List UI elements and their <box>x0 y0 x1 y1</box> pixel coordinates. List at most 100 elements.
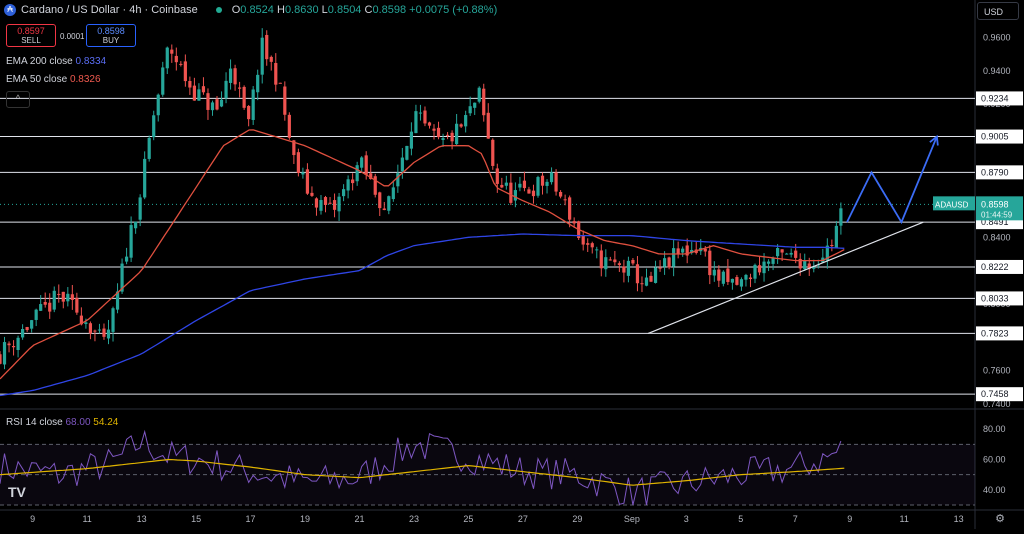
rsi-legend[interactable]: RSI 14 close 68.00 54.24 <box>6 417 119 428</box>
sell-label: SELL <box>21 36 41 45</box>
candle-body <box>323 197 328 205</box>
time-tick-label: 9 <box>30 514 35 524</box>
candle-body <box>391 187 395 200</box>
candle-body <box>21 328 25 338</box>
candle-body <box>305 169 310 194</box>
tradingview-logo-icon[interactable]: TV <box>8 484 26 500</box>
candle-body <box>97 329 102 331</box>
candle-body <box>0 354 2 364</box>
candle-body <box>549 172 554 183</box>
candle-body <box>536 177 540 196</box>
candle-body <box>436 127 441 138</box>
currency-button[interactable]: USD <box>977 2 1019 20</box>
buy-button[interactable]: 0.8598 BUY <box>86 24 136 47</box>
candle-body <box>432 128 436 131</box>
candle-body <box>414 111 418 134</box>
candle-body <box>676 248 680 254</box>
cardano-logo-icon: ₳ <box>4 4 16 16</box>
candle-body <box>134 221 138 229</box>
candle-body <box>455 123 459 145</box>
level-price-badge <box>976 91 1023 106</box>
candle-body <box>441 138 445 140</box>
market-open-status-icon <box>215 7 222 13</box>
projection-path <box>846 136 938 225</box>
candle-body <box>545 181 549 186</box>
candle-body <box>622 266 626 273</box>
candle-body <box>310 192 314 196</box>
candle-body <box>179 63 183 65</box>
candle-body <box>147 137 151 159</box>
collapse-legend-button[interactable]: ^ <box>6 91 30 108</box>
candle-body <box>558 191 563 197</box>
candle-body <box>464 115 468 127</box>
candle-body <box>16 337 20 351</box>
candle-body <box>617 263 621 265</box>
candle-body <box>662 258 667 267</box>
time-tick-label: 11 <box>900 514 909 524</box>
buy-label: BUY <box>102 36 120 45</box>
settings-gear-icon[interactable]: ⚙ <box>995 513 1005 525</box>
candle-body <box>124 256 129 262</box>
candle-body <box>106 329 111 339</box>
candle-body <box>599 250 603 269</box>
price-tick-label: 0.9600 <box>983 32 1011 42</box>
candle-body <box>30 320 34 329</box>
time-tick-label: 25 <box>463 514 473 524</box>
candle-body <box>61 291 65 302</box>
candle-body <box>111 308 115 332</box>
ema200-line <box>0 233 845 397</box>
candle-body <box>690 249 694 253</box>
candles <box>0 28 843 370</box>
candle-body <box>405 145 409 160</box>
level-price-label: 0.7458 <box>981 389 1009 399</box>
candle-body <box>581 235 585 245</box>
candle-body <box>75 297 79 313</box>
candle-body <box>586 243 590 245</box>
candle-body <box>355 165 359 182</box>
level-price-label: 0.9005 <box>981 132 1009 142</box>
price-tick-label: 0.8400 <box>983 232 1011 242</box>
level-price-badge <box>976 291 1023 306</box>
candle-body <box>25 327 29 331</box>
time-tick-label: 7 <box>793 514 798 524</box>
candle-body <box>387 196 391 211</box>
candle-body <box>613 259 617 263</box>
candle-body <box>152 115 156 138</box>
candle-body <box>653 267 658 283</box>
candle-body <box>468 106 472 114</box>
sell-button[interactable]: 0.8597 SELL <box>6 24 56 47</box>
candle-body <box>753 264 757 279</box>
candle-body <box>292 140 296 156</box>
level-price-badge <box>976 165 1023 180</box>
candle-body <box>48 302 52 312</box>
candle-body <box>39 304 43 311</box>
candle-body <box>794 250 798 258</box>
candle-body <box>328 202 332 204</box>
ema200-legend[interactable]: EMA 200 close 0.8334 <box>6 56 107 67</box>
price-tick-label: 0.9400 <box>983 66 1011 76</box>
candle-body <box>247 105 251 120</box>
candle-body <box>296 152 300 173</box>
level-price-label: 0.8033 <box>981 293 1009 303</box>
time-tick-label: 11 <box>82 514 91 524</box>
candle-body <box>129 225 133 258</box>
candle-body <box>93 330 97 332</box>
candle-body <box>2 342 7 365</box>
candle-body <box>79 315 83 325</box>
candle-body <box>156 94 160 116</box>
time-tick-label: 21 <box>354 514 364 524</box>
candle-body <box>531 190 536 197</box>
candle-body <box>215 99 219 110</box>
time-tick-label: 29 <box>572 514 582 524</box>
time-tick-label: 15 <box>191 514 201 524</box>
candle-body <box>540 175 545 186</box>
ascending-trendline <box>647 221 924 334</box>
candle-body <box>396 173 400 187</box>
current-price-label: 0.8598 <box>981 199 1009 209</box>
time-tick-label: 13 <box>954 514 964 524</box>
symbol-title[interactable]: Cardano / US Dollar · 4h · Coinbase <box>21 4 198 16</box>
rsi-tick-label: 40.00 <box>983 485 1006 495</box>
ema50-legend[interactable]: EMA 50 close 0.8326 <box>6 74 101 85</box>
